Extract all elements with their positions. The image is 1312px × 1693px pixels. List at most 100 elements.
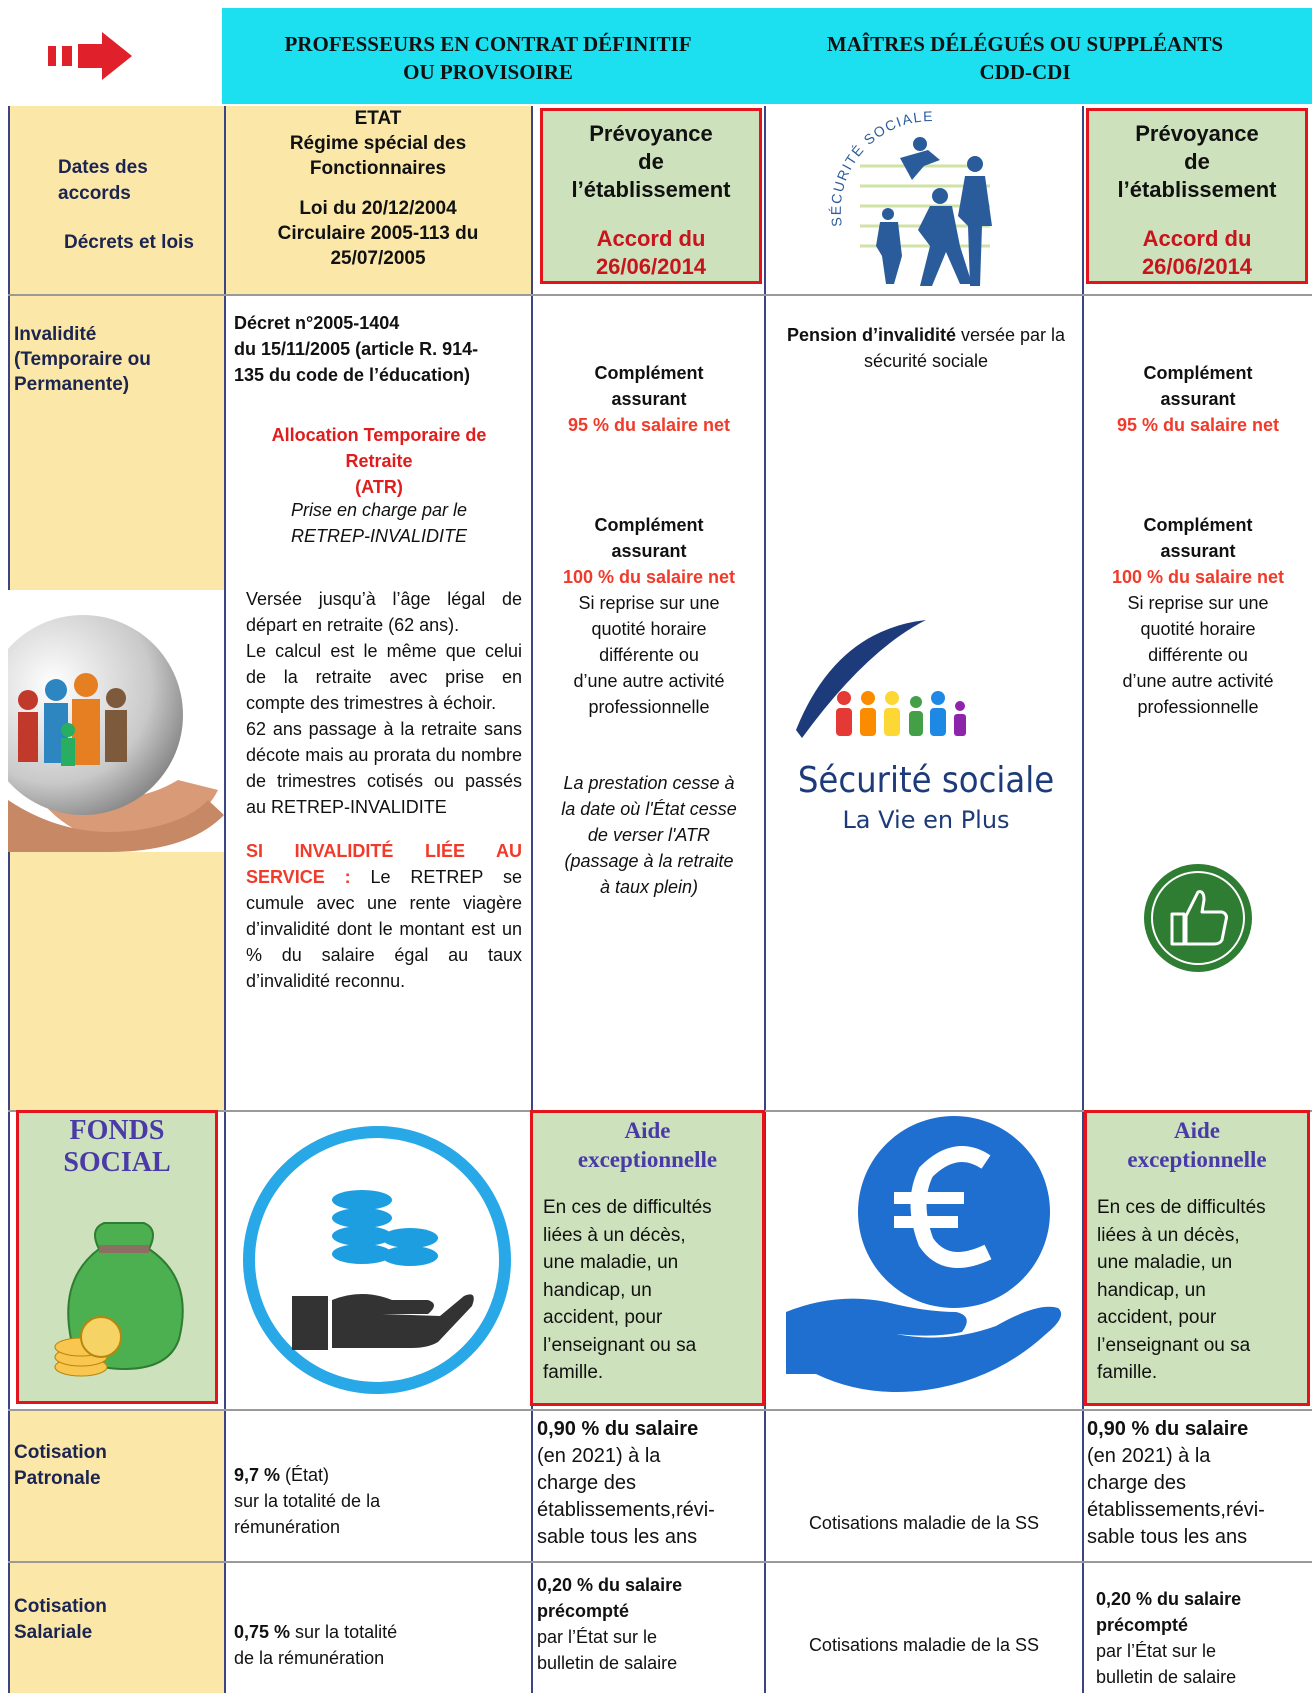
etat-law: Loi du 20/12/2004 Circulaire 2005-113 du 2… xyxy=(228,196,528,271)
text-line: charge des xyxy=(1087,1472,1186,1494)
prevoyance-cotisation: 0,90 % du salaire (en 2021) à la charge d… xyxy=(537,1416,763,1551)
border-line xyxy=(1082,106,1084,1693)
text-line: Régime spécial des xyxy=(289,133,467,154)
ss-cotisation: Cotisations maladie de la SS xyxy=(808,1635,1040,1655)
text-line: handicap, un xyxy=(543,1279,652,1301)
complement-rate: 95 % du salaire net xyxy=(1116,415,1280,435)
text-line: accords xyxy=(58,183,131,204)
text-line: précompté xyxy=(1096,1615,1189,1635)
pension-text: Pension d’invalidité versée par la sécur… xyxy=(776,322,1076,374)
text-line: Prise en charge par le xyxy=(290,500,468,520)
header-left-title: PROFESSEURS EN CONTRAT DÉFINITIF OU PROVI… xyxy=(232,30,744,86)
text-line: du 15/11/2005 (article R. 914- xyxy=(234,339,479,359)
text-line: quotité horaire xyxy=(1140,619,1256,639)
text-line: établissements,révi- xyxy=(1087,1499,1265,1521)
aide-text: En ces de difficultés liées à un décès, un… xyxy=(1097,1194,1307,1387)
header-band xyxy=(222,8,1312,104)
text-line: Aide xyxy=(624,1118,671,1143)
text-line: par l’État sur le xyxy=(537,1627,658,1647)
text-line: exceptionnelle xyxy=(577,1147,718,1172)
text-line: à taux plein) xyxy=(599,877,699,897)
text-line: Loi du 20/12/2004 xyxy=(299,198,457,219)
text-line: 25/07/2005 xyxy=(330,248,426,269)
service-paragraph: SI INVALIDITÉ LIÉE AU SERVICE : Le RETRE… xyxy=(246,838,522,994)
prevoyance-cotisation: 0,90 % du salaire (en 2021) à la charge d… xyxy=(1087,1416,1312,1551)
text-line: (Temporaire ou xyxy=(14,349,151,370)
text-line: sur la totalité de la xyxy=(234,1491,381,1511)
rate: 0,90 % du salaire xyxy=(1087,1418,1249,1440)
text-line: 0,20 % du salaire xyxy=(1096,1589,1242,1609)
text-line: Patronale xyxy=(14,1468,101,1489)
text-line: Complément xyxy=(1143,515,1253,535)
complement-rate: 100 % du salaire net xyxy=(562,567,736,587)
text-line: Salariale xyxy=(14,1622,93,1643)
decret-text: Décret n°2005-1404 du 15/11/2005 (article… xyxy=(234,310,530,388)
text-line: (en 2021) à la xyxy=(1087,1445,1211,1467)
thumbs-up-icon xyxy=(1144,864,1252,972)
prevoyance-title: Prévoyance de l’établissement xyxy=(1089,120,1305,204)
arrow-icon xyxy=(48,32,132,80)
text-line: Accord du xyxy=(596,226,706,251)
ss-cotisation: Cotisations maladie de la SS xyxy=(808,1513,1040,1533)
securite-sociale-brand: Sécurité sociale La Vie en Plus xyxy=(796,620,1054,834)
text-line: En ces de difficultés xyxy=(543,1197,712,1218)
text-line: RETREP-INVALIDITE xyxy=(290,526,468,546)
text-line: liées à un décès, xyxy=(543,1224,686,1246)
complement-label: Complément assurant xyxy=(1084,512,1312,564)
text-line: accident, pour xyxy=(1097,1307,1217,1328)
aide-box: Aide exceptionnelle En ces de difficultés… xyxy=(530,1110,765,1406)
text-line: 0,20 % du salaire xyxy=(537,1575,683,1595)
prevoyance-cotisation: 0,20 % du salaire précompté par l’État su… xyxy=(1096,1586,1310,1690)
border-line xyxy=(224,106,226,1693)
text-line: Si reprise sur une xyxy=(1127,593,1269,613)
detail-paragraph: Versée jusqu’à l’âge légal de départ en … xyxy=(246,589,522,635)
atr-title: Allocation Temporaire de Retraite (ATR) xyxy=(230,422,528,500)
text-line: de xyxy=(638,149,664,174)
fonds-social-label: FONDS SOCIAL xyxy=(19,1115,215,1179)
text-line: charge des xyxy=(537,1472,636,1494)
text-line: Complément xyxy=(594,515,704,535)
rate: 0,20 % du salaire précompté xyxy=(537,1572,763,1624)
text-line: assurant xyxy=(611,541,687,561)
text-line: La prestation cesse à xyxy=(563,773,735,793)
text-line: (en 2021) à la xyxy=(537,1445,661,1467)
rate: 0,90 % du salaire xyxy=(537,1418,699,1440)
prevoyance-cotisation: 0,20 % du salaire précompté par l’État su… xyxy=(537,1572,763,1676)
text-line: de verser l'ATR xyxy=(587,825,711,845)
rate-detail: (en 2021) à la charge des établissements,r… xyxy=(537,1443,763,1551)
rate-line: 9,7 % (État) xyxy=(234,1462,530,1488)
text-line: l’établissement xyxy=(1117,177,1277,202)
text-line: 26/06/2014 xyxy=(1141,254,1253,279)
text-line: handicap, un xyxy=(1097,1279,1206,1301)
border-line xyxy=(764,106,766,1693)
text-line: accident, pour xyxy=(543,1307,663,1328)
text-line: de xyxy=(1184,149,1210,174)
border-line xyxy=(8,294,1312,296)
service-label: SI INVALIDITÉ LIÉE AU SERVICE : xyxy=(246,841,522,887)
pension-label: Pension d’invalidité xyxy=(786,325,956,345)
text-line: Si reprise sur une xyxy=(578,593,720,613)
complement-label: Complément assurant xyxy=(534,360,764,412)
text-line: assurant xyxy=(1160,541,1236,561)
text-line: PROFESSEURS EN CONTRAT DÉFINITIF xyxy=(284,32,692,56)
text-line: (ATR) xyxy=(355,477,403,497)
row-label: Décrets et lois xyxy=(64,232,194,253)
text-line: 135 du code de l’éducation) xyxy=(234,365,471,385)
text-line: Décret n°2005-1404 xyxy=(234,313,400,333)
rate: 0,20 % du salaire précompté xyxy=(1096,1586,1310,1638)
text-line: Complément xyxy=(1143,363,1253,383)
prevoyance-accord: Accord du 26/06/2014 xyxy=(543,225,759,281)
text-line: sable tous les ans xyxy=(1087,1526,1248,1548)
text-line: OU PROVISOIRE xyxy=(403,60,573,84)
rate-note: sur la totalité xyxy=(290,1622,398,1642)
text-line: Aide xyxy=(1174,1118,1220,1143)
brand-tagline: La Vie en Plus xyxy=(842,806,1009,834)
row-label: Invalidité (Temporaire ou Permanente) xyxy=(14,322,151,397)
prevoyance-box: Prévoyance de l’établissement Accord du 26/… xyxy=(1086,108,1308,284)
detail-paragraph: Le calcul est le même que celui de la re… xyxy=(246,641,522,713)
text-line: bulletin de salaire xyxy=(537,1653,678,1673)
text-line: une maladie, un xyxy=(543,1252,679,1273)
text-line: différente ou xyxy=(1148,645,1248,665)
